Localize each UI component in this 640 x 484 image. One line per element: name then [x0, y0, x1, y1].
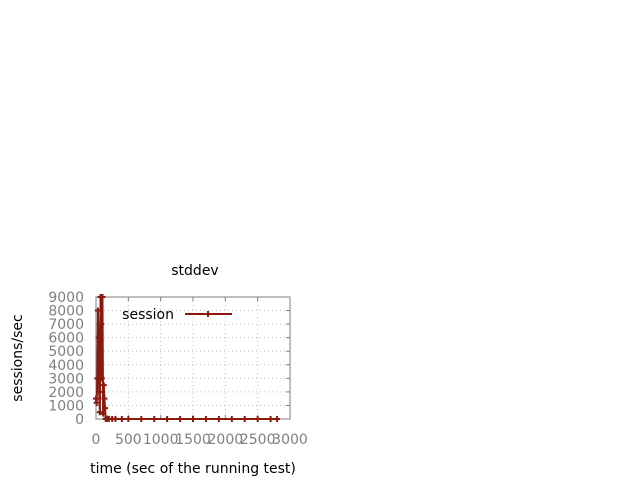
x-tick-label: 1000 — [143, 432, 179, 448]
x-tick-label: 2500 — [240, 432, 276, 448]
data-point — [228, 416, 235, 422]
data-point — [151, 416, 158, 422]
data-point — [112, 415, 119, 422]
y-tick-label: 9000 — [48, 290, 84, 306]
y-tick-label: 1000 — [48, 398, 84, 414]
grid-layer — [96, 297, 290, 419]
legend-marker-session — [205, 311, 211, 317]
tick-layer: 0 500 100015002000250030000100020003000400… — [48, 290, 307, 448]
data-point — [202, 416, 209, 422]
data-point — [102, 405, 109, 412]
data-point — [215, 416, 222, 422]
y-tick-label: 0 — [75, 412, 84, 428]
y-tick-label: 5000 — [48, 344, 84, 360]
legend: session — [122, 307, 232, 323]
data-point — [138, 416, 145, 422]
y-tick-label: 6000 — [48, 331, 84, 347]
legend-label-session: session — [122, 307, 174, 323]
x-tick-label: 1500 — [175, 432, 211, 448]
chart-title: stddev — [171, 263, 218, 279]
data-point — [93, 399, 100, 406]
data-point — [177, 416, 184, 422]
data-point — [164, 416, 171, 422]
data-point — [95, 334, 102, 341]
data-point — [241, 416, 248, 422]
y-axis-label: sessions/sec — [10, 314, 26, 401]
x-tick-label: 3000 — [272, 432, 308, 448]
x-tick-label: 0 — [92, 432, 101, 448]
data-point — [98, 375, 105, 382]
y-tick-label: 8000 — [48, 304, 84, 320]
data-point — [96, 409, 103, 416]
data-point — [100, 382, 107, 389]
data-point — [96, 388, 103, 395]
y-tick-label: 3000 — [48, 371, 84, 387]
data-point — [94, 307, 101, 314]
data-point — [274, 416, 281, 422]
y-tick-label: 4000 — [48, 358, 84, 374]
data-point — [99, 294, 106, 300]
y-tick-label: 7000 — [48, 317, 84, 333]
x-tick-label: 2000 — [208, 432, 244, 448]
y-tick-label: 2000 — [48, 385, 84, 401]
data-point — [101, 395, 108, 402]
x-axis-label: time (sec of the running test) — [90, 461, 296, 477]
x-tick-label: 500 — [115, 432, 142, 448]
data-point — [267, 416, 274, 422]
data-point — [125, 416, 132, 422]
series-layer — [93, 294, 281, 422]
data-point — [118, 416, 125, 422]
data-point — [190, 416, 196, 422]
data-point — [100, 410, 107, 417]
data-point — [98, 321, 105, 328]
data-point — [254, 416, 261, 422]
